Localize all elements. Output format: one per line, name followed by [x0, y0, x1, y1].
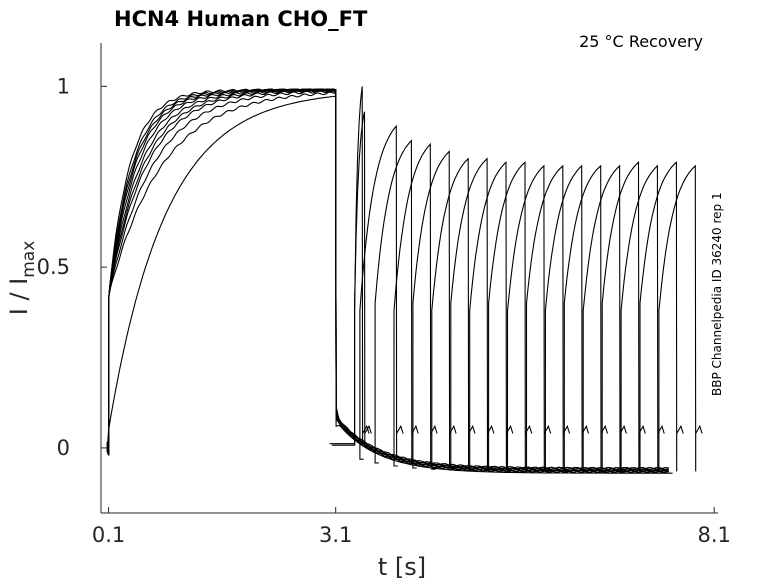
recovery-trace	[639, 161, 684, 472]
activation-trace	[106, 88, 669, 473]
recovery-trace	[525, 164, 571, 472]
y-ticks: 00.51	[37, 74, 107, 460]
y-axis-label-subscript: max	[19, 241, 39, 278]
x-tick-label: 0.1	[92, 523, 125, 547]
y-tick-label: 0.5	[37, 255, 70, 279]
y-tick-label: 0	[57, 436, 70, 460]
recovery-trace	[601, 161, 646, 472]
activation-trace	[106, 88, 669, 474]
recovery-trace	[393, 142, 438, 467]
x-ticks: 0.1 3.1 8.1	[92, 507, 731, 547]
x-tick-label: 8.1	[698, 523, 731, 547]
activation-trace	[106, 88, 669, 471]
recovery-trace	[620, 164, 665, 472]
chart-title: HCN4 Human CHO_FT	[114, 7, 368, 31]
activation-trace	[106, 88, 669, 472]
activation-trace	[106, 89, 669, 471]
chart-annotation: 25 °C Recovery	[579, 32, 703, 51]
activation-trace	[106, 88, 669, 472]
recovery-trace	[582, 164, 627, 472]
activation-trace	[106, 88, 669, 471]
x-axis-label: t [s]	[378, 553, 426, 581]
recovery-trace	[450, 157, 495, 471]
recovery-trace	[488, 161, 533, 472]
recovery-trace	[374, 139, 419, 464]
recovery-trace	[506, 164, 552, 472]
slow-activation-trace	[106, 93, 673, 474]
side-label: BBP Channelpedia ID 36240 rep 1	[710, 192, 724, 396]
recovery-trace	[469, 160, 514, 472]
activation-trace	[106, 89, 669, 474]
y-axis-label-main: I / I	[5, 278, 33, 316]
recovery-trace	[412, 150, 457, 469]
x-tick-label: 3.1	[319, 523, 352, 547]
recovery-trace	[658, 164, 703, 472]
recovery-trace	[359, 124, 404, 460]
y-tick-label: 1	[57, 74, 70, 98]
recovery-trace	[563, 164, 609, 472]
activation-trace	[106, 88, 669, 472]
activation-trace	[106, 88, 669, 474]
plot-area	[106, 86, 703, 474]
y-axis-label: I / Imax	[5, 241, 39, 316]
recovery-trace	[331, 111, 372, 446]
recovery-trace	[431, 157, 476, 470]
recovery-trace	[544, 164, 590, 472]
